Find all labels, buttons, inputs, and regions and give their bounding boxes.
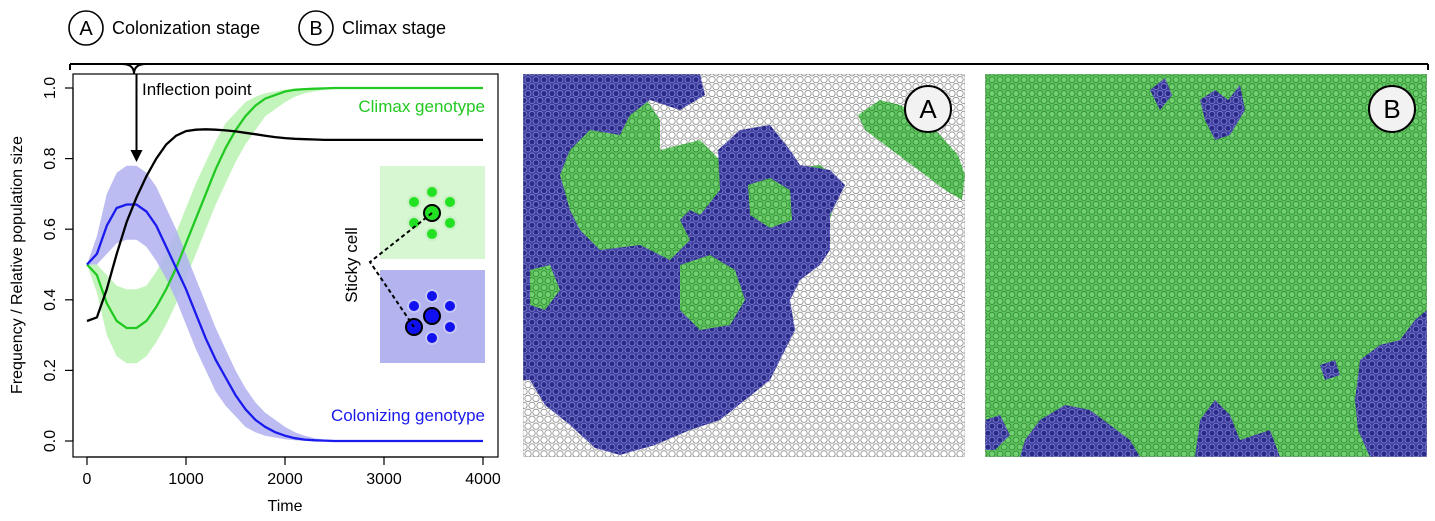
green-patch-a-2: [680, 165, 720, 215]
green-cell-cluster: [407, 185, 457, 241]
colonizing-series-label: Colonizing genotype: [331, 406, 485, 425]
stage-b-badge: [298, 10, 334, 46]
colonizing-band: [87, 165, 483, 441]
y-tick-label: 0.8: [42, 147, 59, 169]
green-patch-a-3: [748, 178, 792, 228]
x-tick-label: 3000: [366, 471, 402, 488]
y-tick-label: 0.6: [42, 218, 59, 240]
sticky-cell-inset: [368, 166, 485, 363]
navy-patch-b-5: [1150, 78, 1172, 110]
lattice-panel-a: [523, 74, 965, 457]
climax-series-label: Climax genotype: [358, 97, 485, 116]
climax-line: [86, 86, 483, 330]
navy-patch-b-6: [985, 415, 1010, 450]
x-tick-label: 2000: [267, 471, 303, 488]
x-tick-label: 1000: [168, 471, 204, 488]
panel-b-letter: B: [1383, 94, 1400, 124]
green-patch-a-1: [680, 255, 745, 330]
blue-cell-cluster: [405, 289, 457, 345]
blue-center-cell: [423, 307, 441, 325]
navy-patch-b-3: [1195, 400, 1280, 457]
inflection-label: Inflection point: [142, 80, 252, 99]
panel-a-badge: A: [904, 85, 952, 133]
inflection-arrow: [130, 74, 143, 162]
navy-patch-b-4: [1200, 85, 1245, 140]
stage-a-badge: [68, 10, 104, 46]
green-patch-a-4: [530, 265, 560, 310]
stage-a-letter: A: [79, 18, 93, 40]
x-tick-label: 0: [83, 471, 92, 488]
y-tick-label: 0.2: [42, 359, 59, 381]
navy-patch-b-1: [1355, 310, 1427, 457]
stage-a-label: Colonization stage: [112, 18, 260, 38]
x-axis-label: Time: [268, 498, 303, 515]
climax-band: [87, 88, 483, 364]
navy-patch-b-2: [1020, 405, 1140, 457]
sticky-cell-label: Sticky cell: [342, 227, 361, 303]
navy-patch-b-7: [1320, 360, 1340, 380]
colonizing-line: [86, 203, 483, 443]
panel-b-badge: B: [1368, 85, 1416, 133]
sticky-cell-pointer: [368, 212, 433, 328]
green-lattice-b: [985, 74, 1427, 457]
y-axis-label: Frequency / Relative population size: [9, 136, 26, 394]
y-tick-label: 0.4: [42, 289, 59, 311]
line-chart: 0 1000 2000 3000 4000 0.0 0.2 0.4 0.6 0.8 1.0 Time…: [9, 73, 501, 515]
panel-a-letter: A: [919, 94, 937, 124]
stage-legend: A Colonization stage B Climax stage: [68, 10, 446, 46]
lattice-panel-b: [985, 74, 1427, 457]
brace-ends: [69, 64, 1429, 70]
x-tick-label: 4000: [465, 471, 501, 488]
brace-notch: [121, 63, 147, 75]
green-region-a-right: [858, 100, 965, 200]
y-tick-label: 0.0: [42, 430, 59, 452]
population-line: [86, 128, 483, 323]
stage-b-label: Climax stage: [342, 18, 446, 38]
y-tick-label: 1.0: [42, 77, 59, 99]
stage-b-letter: B: [309, 18, 322, 40]
